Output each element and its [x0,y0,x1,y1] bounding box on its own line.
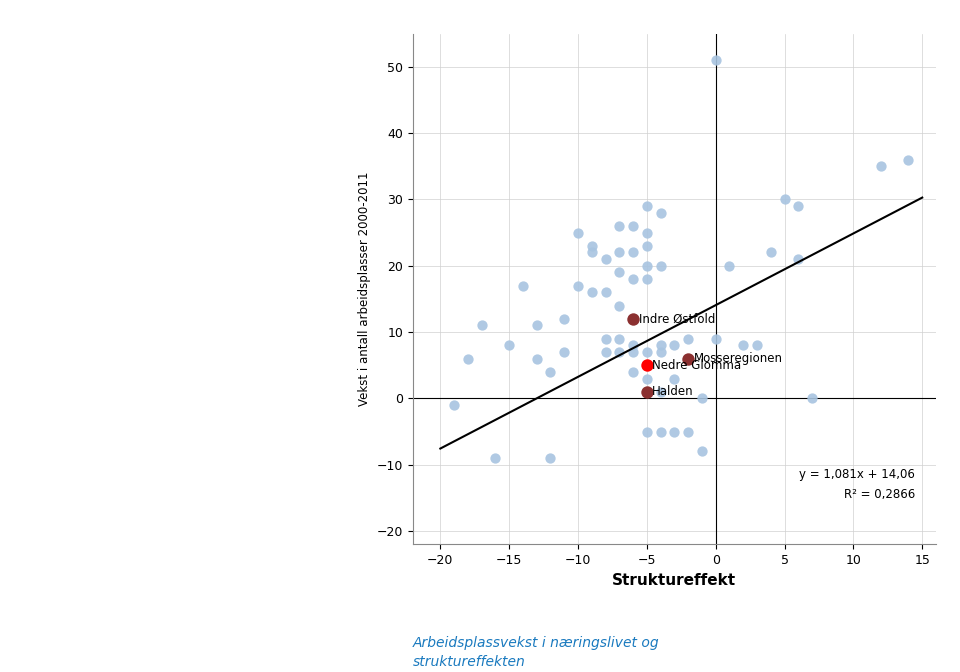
Point [460,353,475,364]
Point [488,453,503,464]
Text: Veksten i Nedre Glomma er
likevel lavere enn
struktureffekten tilsier.: Veksten i Nedre Glomma er likevel lavere… [23,392,251,446]
Point [666,373,682,384]
Point [598,347,613,358]
Point [639,347,655,358]
Point [598,254,613,265]
Point [612,247,627,258]
Point [708,333,724,344]
Point [625,247,640,258]
Text: R² = 0,2866: R² = 0,2866 [844,488,915,501]
Point [681,353,696,364]
Point [639,241,655,251]
Text: Indre Østfold: Indre Østfold [638,312,715,325]
Point [874,161,889,171]
Point [639,227,655,238]
Point [529,320,544,331]
Point [694,393,709,404]
Point [501,340,516,351]
Point [612,300,627,311]
Point [625,220,640,231]
Text: Arbeidsplassvekst i næringslivet og
struktureffekten: Arbeidsplassvekst i næringslivet og stru… [413,636,660,669]
Text: Sammensetningen i
næringslivet med hensyn på
andel vekstnæringer og
nedgangsnæri: Sammensetningen i næringslivet med hensy… [23,36,259,130]
Point [653,386,668,397]
Point [681,426,696,437]
Point [666,426,682,437]
Point [557,313,572,324]
Point [612,347,627,358]
Point [612,333,627,344]
X-axis label: Struktureffekt: Struktureffekt [612,573,736,587]
Text: Næringsstrukturen i Nedre
Glomma tilsier 5 prosent
lavere vekst fra 2000 til
201: Næringsstrukturen i Nedre Glomma tilsier… [23,215,247,288]
Text: Nedre Glomma: Nedre Glomma [653,359,741,372]
Point [708,54,724,65]
Point [804,393,820,404]
Point [639,360,655,371]
Point [639,426,655,437]
Text: y = 1,081x + 14,06: y = 1,081x + 14,06 [800,468,915,481]
Point [639,373,655,384]
Point [446,400,462,411]
Point [639,274,655,284]
Point [625,340,640,351]
Point [598,287,613,298]
Point [639,386,655,397]
Point [529,353,544,364]
Point [735,340,751,351]
Point [542,366,558,377]
Point [570,227,586,238]
Text: Nedre Glomma er en stor og
godt integrert region, som
gir fordeler.: Nedre Glomma er en stor og godt integrer… [23,561,258,614]
Point [639,260,655,271]
Point [653,207,668,218]
Point [694,446,709,457]
Point [639,201,655,212]
Point [625,274,640,284]
Point [474,320,490,331]
Point [653,426,668,437]
Point [763,247,779,258]
Point [625,347,640,358]
Point [612,267,627,278]
Point [777,194,792,205]
Point [791,201,806,212]
Point [722,260,737,271]
Point [625,366,640,377]
Point [625,313,640,324]
Point [639,386,655,397]
Point [653,340,668,351]
Point [653,347,668,358]
Point [570,280,586,291]
Point [653,260,668,271]
Point [516,280,531,291]
Point [791,254,806,265]
Point [612,220,627,231]
Point [750,340,765,351]
Text: Mosseregionen: Mosseregionen [694,352,782,365]
Point [681,333,696,344]
Point [666,340,682,351]
Text: Halden: Halden [653,385,694,398]
Point [598,333,613,344]
Point [557,347,572,358]
Point [542,453,558,464]
Y-axis label: Vekst i antall arbeidsplasser 2000-2011: Vekst i antall arbeidsplasser 2000-2011 [358,172,372,406]
Point [584,241,599,251]
Point [900,155,916,165]
Point [584,247,599,258]
Point [584,287,599,298]
